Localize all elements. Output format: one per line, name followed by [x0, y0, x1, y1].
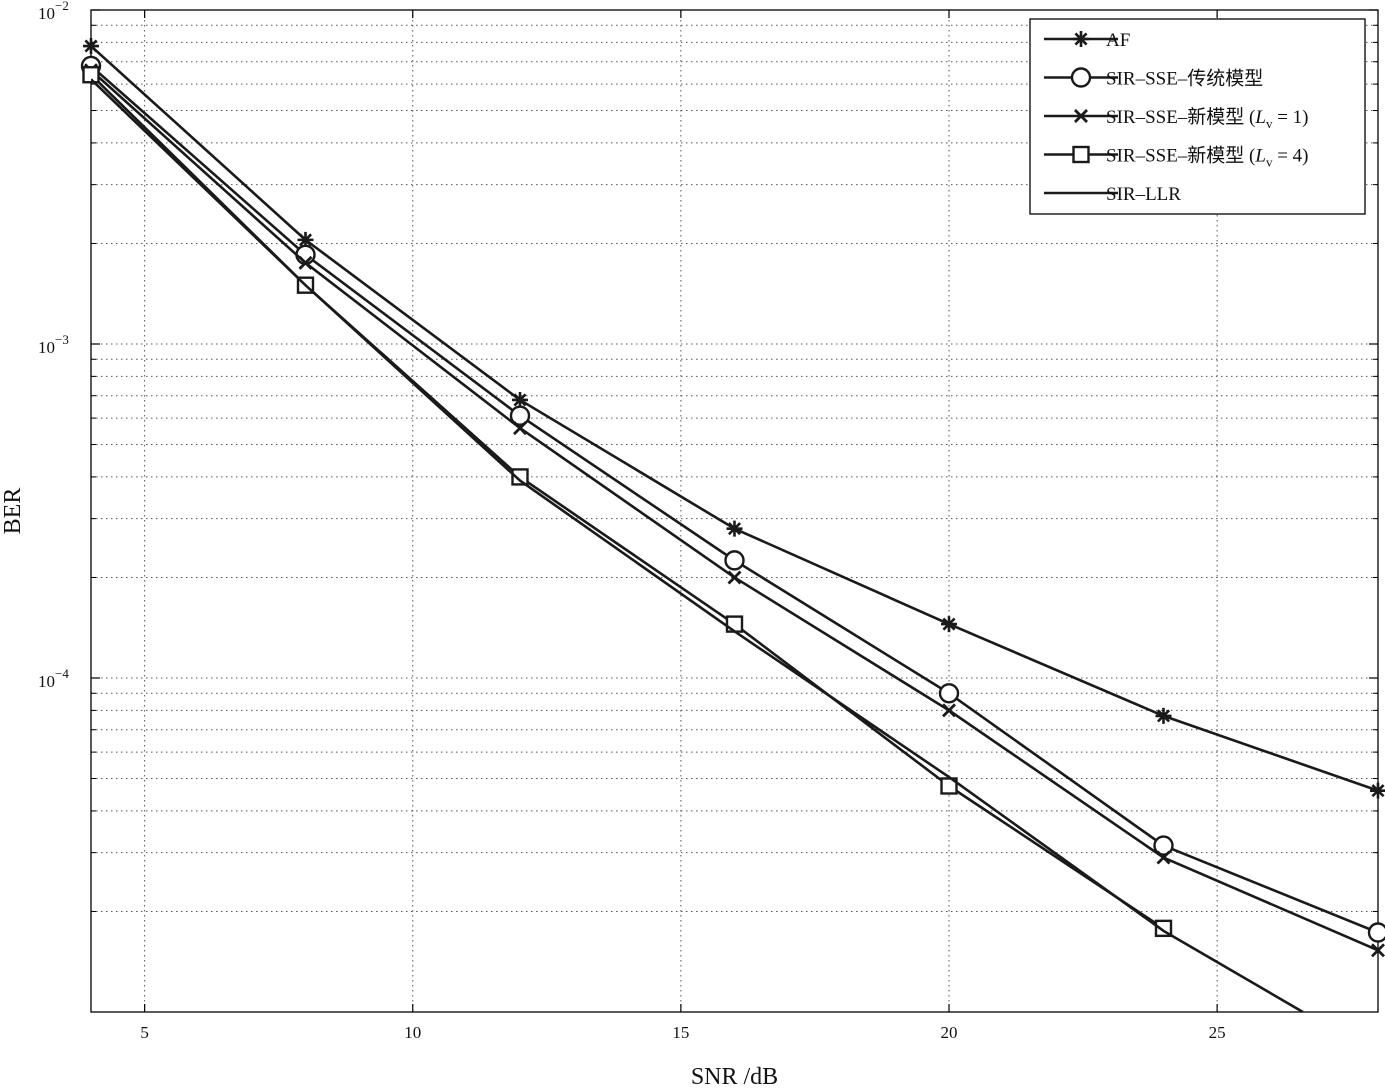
legend-label: SIR–LLR — [1106, 184, 1181, 205]
plot-area — [90, 9, 1379, 1013]
data-point-x — [727, 570, 742, 585]
legend-label: SIR–SSE–新模型 (Lv = 4) — [1106, 145, 1309, 170]
series-layer — [80, 38, 1385, 1012]
axis-ticks: 5 10 15 20 25 10−2 10−3 10−4 — [38, 0, 1378, 1042]
x-tick-label: 5 — [140, 1023, 149, 1042]
data-point-square — [82, 66, 100, 84]
data-point-circle — [1153, 835, 1174, 856]
series-5 — [91, 78, 1304, 1012]
y-axis-title: BER — [0, 488, 26, 535]
data-point-circle — [1367, 922, 1385, 943]
data-point-asterisk — [1155, 707, 1172, 724]
x-tick-label: 20 — [941, 1023, 958, 1042]
legend-marker-asterisk — [1073, 31, 1089, 47]
legend-marker-circle — [1070, 67, 1092, 88]
legend-label: SIR–SSE–传统模型 — [1106, 68, 1263, 90]
x-tick-label: 25 — [1209, 1023, 1226, 1042]
legend-marker-x — [1074, 109, 1088, 123]
data-point-circle — [938, 683, 960, 704]
data-point-circle — [509, 405, 531, 426]
y-tick-label: 10−4 — [38, 666, 69, 691]
y-tick-label: 10−3 — [38, 332, 69, 357]
series-line — [91, 78, 1304, 1012]
data-point-asterisk — [1370, 782, 1385, 799]
x-axis-title: SNR /dB — [691, 1064, 778, 1088]
data-point-x — [513, 421, 527, 436]
series-1 — [83, 38, 1385, 799]
legend-marker-square — [1072, 145, 1090, 164]
y-tick-label: 10−2 — [38, 0, 69, 23]
x-tick-label: 10 — [404, 1023, 421, 1042]
grid — [91, 9, 1378, 1012]
data-point-square — [725, 615, 744, 633]
x-tick-label: 15 — [672, 1023, 689, 1042]
legend-label: AF — [1106, 30, 1130, 51]
data-point-x — [942, 703, 956, 718]
series-line-group — [91, 78, 1304, 1012]
data-point-asterisk — [512, 391, 528, 408]
legend-label: SIR–SSE–新模型 (Lv = 1) — [1106, 106, 1309, 131]
data-point-asterisk — [726, 520, 743, 537]
data-point-asterisk — [297, 231, 314, 248]
data-point-asterisk — [941, 616, 957, 633]
data-point-x — [1156, 850, 1171, 865]
data-point-x — [1371, 943, 1385, 958]
data-point-asterisk — [83, 38, 99, 55]
data-point-square — [511, 468, 529, 486]
data-point-x — [298, 255, 313, 270]
legend: AF SIR–SSE–传统模型 SIR–SSE–新模型 (Lv = 1) SIR–SS… — [1029, 18, 1366, 215]
data-point-circle — [724, 550, 745, 571]
